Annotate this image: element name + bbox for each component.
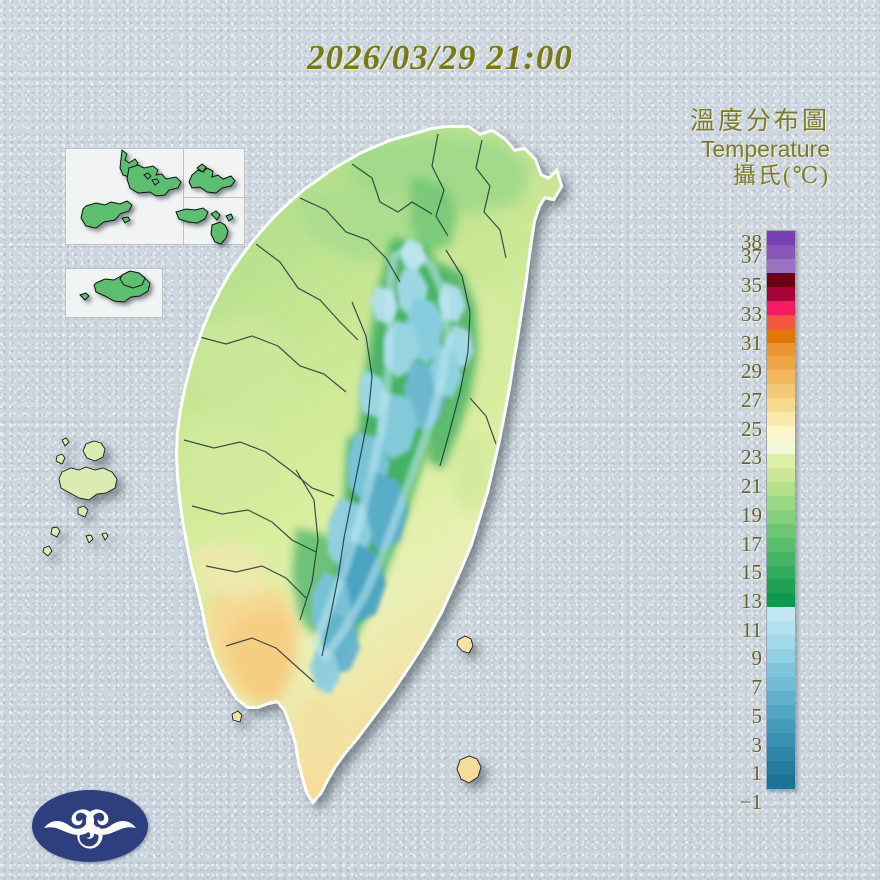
inset-islands-layer xyxy=(79,149,236,303)
colorbar-cell-2 xyxy=(767,732,795,747)
colorbar-label-29: 29 xyxy=(741,359,762,384)
colorbar-cell-22 xyxy=(767,454,795,468)
colorbar-cell-4 xyxy=(767,704,795,719)
colorbar-cell-38 xyxy=(767,231,795,245)
colorbar-cell-15 xyxy=(767,551,795,566)
colorbar-label-7: 7 xyxy=(751,675,763,700)
terrain-temperature-bands xyxy=(180,133,530,778)
colorbar-label-1: 1 xyxy=(751,761,763,786)
colorbar-cell-25 xyxy=(767,412,795,427)
colorbar-cell-30 xyxy=(767,342,795,357)
colorbar-label-19: 19 xyxy=(741,502,762,527)
legend-title-en: Temperature xyxy=(700,136,830,162)
offshore-islands[interactable] xyxy=(231,635,482,784)
colorbar-tick-labels: 38 37 35 33 31 29 27 25 23 21 19 17 15 13 11 9 7 5 3 1 −1 xyxy=(700,220,763,814)
colorbar-cell-23 xyxy=(767,440,795,454)
logo-wave-icon xyxy=(44,809,136,849)
taiwan-island[interactable] xyxy=(174,125,564,806)
colorbar-cell-6 xyxy=(767,677,795,691)
colorbar-cell-36 xyxy=(767,258,795,273)
colorbar-label-37: 37 xyxy=(741,244,762,269)
colorbar-cell-29 xyxy=(767,356,795,371)
colorbar-cell-7 xyxy=(767,663,795,677)
colorbar-cell-5 xyxy=(767,690,795,705)
colorbar-label-35: 35 xyxy=(741,273,762,298)
map-canvas[interactable] xyxy=(0,0,700,880)
colorbar-cell-26 xyxy=(767,398,795,413)
colorbar-cell-10 xyxy=(767,621,795,636)
cwa-logo xyxy=(32,790,148,862)
colorbar-label-5: 5 xyxy=(751,703,763,728)
colorbar-label-25: 25 xyxy=(741,416,762,441)
colorbar-cell-20 xyxy=(767,481,795,496)
colorbar-cell-16 xyxy=(767,537,795,552)
colorbar-cell-17 xyxy=(767,523,795,538)
legend-unit-label: 攝氏(℃) xyxy=(732,163,830,188)
temperature-colorbar[interactable] xyxy=(766,230,796,790)
colorbar-cell-18 xyxy=(767,509,795,524)
colorbar-cell-31 xyxy=(767,328,795,343)
colorbar-label-11: 11 xyxy=(741,617,762,642)
page-title: 2026/03/29 21:00 xyxy=(307,38,573,77)
colorbar-cell-35 xyxy=(767,272,795,287)
county-boundaries xyxy=(183,133,507,683)
colorbar-cell-14 xyxy=(767,565,795,580)
colorbar-cell-11 xyxy=(767,607,795,622)
colorbar-cell-28 xyxy=(767,370,795,385)
ridge-highlights xyxy=(310,244,453,664)
colorbar-cell-8 xyxy=(767,649,795,664)
colorbar-label-9: 9 xyxy=(751,646,763,671)
colorbar-cell-12 xyxy=(767,593,795,608)
colorbar-label--1: −1 xyxy=(739,790,762,814)
colorbar-label-17: 17 xyxy=(741,531,762,556)
colorbar-cell-37 xyxy=(767,244,795,259)
colorbar-gradient xyxy=(766,230,796,790)
colorbar-label-13: 13 xyxy=(741,588,762,613)
colorbar-cell-33 xyxy=(767,300,795,315)
colorbar-label-38: 38 xyxy=(741,230,762,254)
xiaoliuqiu-island xyxy=(231,710,243,723)
legend-title-zh: 溫度分布圖 xyxy=(689,108,830,135)
colorbar-cell-1 xyxy=(767,746,795,761)
colorbar-cell-24 xyxy=(767,426,795,441)
colorbar-cell--1 xyxy=(767,774,795,789)
orchid-island xyxy=(456,755,482,784)
colorbar-label-33: 33 xyxy=(741,301,762,326)
colorbar-label-3: 3 xyxy=(751,732,763,757)
colorbar-cell-21 xyxy=(767,467,795,482)
colorbar-label-21: 21 xyxy=(741,474,762,499)
colorbar-cell-9 xyxy=(767,635,795,650)
colorbar-label-23: 23 xyxy=(741,445,762,470)
taiwan-temperature-map[interactable] xyxy=(0,0,700,880)
colorbar-cell-3 xyxy=(767,718,795,733)
green-island xyxy=(456,635,474,654)
colorbar-label-27: 27 xyxy=(741,387,762,412)
penghu-islands[interactable] xyxy=(42,437,118,557)
colorbar-cell-27 xyxy=(767,384,795,399)
colorbar-cell-0 xyxy=(767,760,795,775)
colorbar-cell-32 xyxy=(767,314,795,329)
colorbar-cell-19 xyxy=(767,495,795,510)
colorbar-cell-34 xyxy=(767,286,795,301)
colorbar-cell-13 xyxy=(767,579,795,594)
legend-heading: 溫度分布圖 Temperature 攝氏(℃) xyxy=(570,108,830,190)
inset-island-shapes xyxy=(79,149,236,303)
colorbar-label-31: 31 xyxy=(741,330,762,355)
colorbar-label-15: 15 xyxy=(741,560,762,585)
inset-divider-horizontal xyxy=(183,197,246,198)
